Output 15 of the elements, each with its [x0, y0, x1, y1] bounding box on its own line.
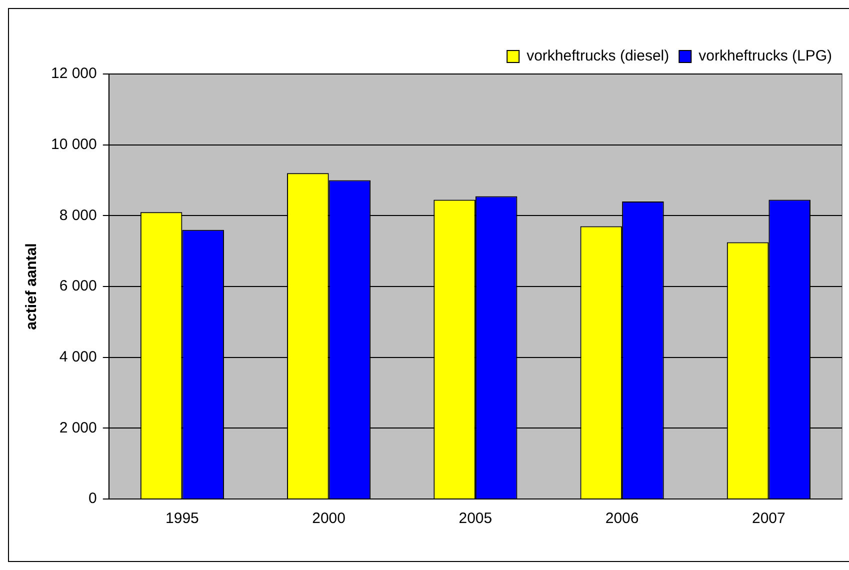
y-axis-title: actief aantal	[23, 243, 40, 330]
x-tick-label: 2005	[458, 510, 492, 528]
legend-label: vorkheftrucks (diesel)	[526, 48, 670, 65]
y-tick-label: 10 000	[50, 136, 97, 153]
y-tick-label: 8 000	[59, 206, 97, 224]
legend-label: vorkheftrucks (LPG)	[698, 48, 832, 65]
y-tick-label: 4 000	[59, 348, 97, 366]
y-tick-label: 6 000	[59, 278, 97, 295]
y-tick-label: 12 000	[50, 65, 97, 82]
x-tick-label: 2000	[312, 510, 346, 528]
x-tick-label: 2007	[752, 510, 786, 528]
x-tick-label: 1995	[166, 510, 199, 528]
y-tick-label: 2 000	[59, 419, 97, 436]
x-tick-label: 2006	[605, 510, 639, 528]
y-tick-label: 0	[88, 490, 97, 508]
